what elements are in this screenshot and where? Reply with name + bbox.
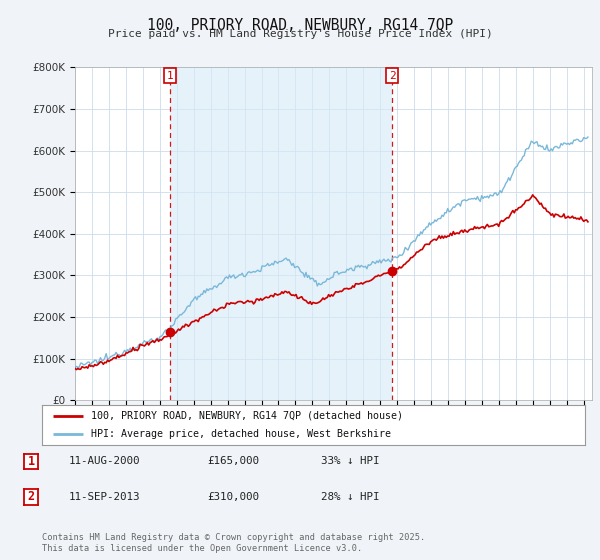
Text: HPI: Average price, detached house, West Berkshire: HPI: Average price, detached house, West…	[91, 430, 391, 439]
Text: 2: 2	[28, 490, 35, 503]
Text: 11-SEP-2013: 11-SEP-2013	[69, 492, 140, 502]
Text: 1: 1	[167, 71, 173, 81]
Text: Contains HM Land Registry data © Crown copyright and database right 2025.
This d: Contains HM Land Registry data © Crown c…	[42, 533, 425, 553]
Text: £165,000: £165,000	[207, 456, 259, 466]
Text: 1: 1	[28, 455, 35, 468]
Text: £310,000: £310,000	[207, 492, 259, 502]
Text: 11-AUG-2000: 11-AUG-2000	[69, 456, 140, 466]
Bar	[170, 67, 392, 400]
Text: 2: 2	[389, 71, 395, 81]
Text: 28% ↓ HPI: 28% ↓ HPI	[321, 492, 380, 502]
Text: 100, PRIORY ROAD, NEWBURY, RG14 7QP: 100, PRIORY ROAD, NEWBURY, RG14 7QP	[147, 18, 453, 33]
Text: Price paid vs. HM Land Registry's House Price Index (HPI): Price paid vs. HM Land Registry's House …	[107, 29, 493, 39]
Text: 33% ↓ HPI: 33% ↓ HPI	[321, 456, 380, 466]
Text: 100, PRIORY ROAD, NEWBURY, RG14 7QP (detached house): 100, PRIORY ROAD, NEWBURY, RG14 7QP (det…	[91, 411, 403, 421]
